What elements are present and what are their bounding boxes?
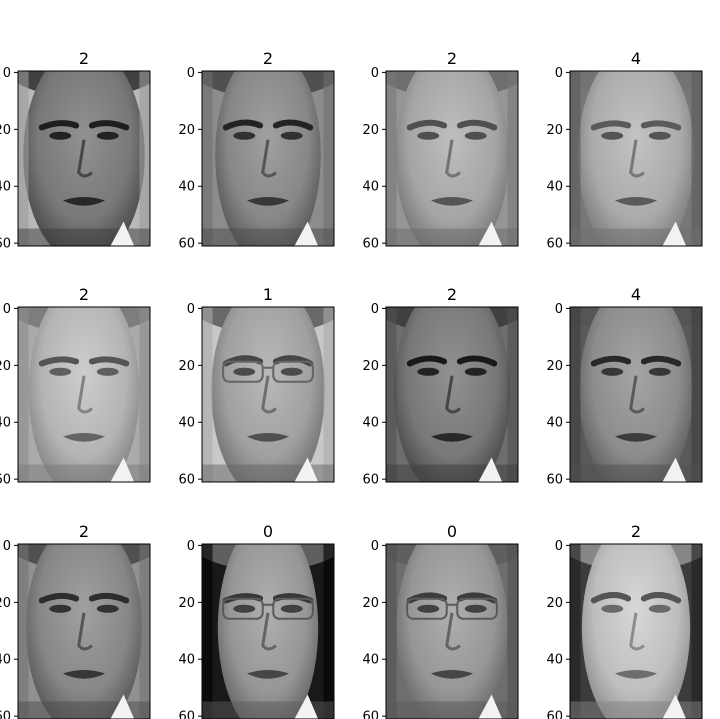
face-panel: 1 0 20 40 60 — [178, 285, 335, 488]
face-image — [386, 71, 518, 246]
face-image — [386, 307, 518, 482]
face-panel: 0 0 20 40 60 — [362, 522, 519, 719]
y-tick-label: 60 — [362, 710, 379, 719]
y-tick-label: 40 — [0, 180, 11, 195]
y-tick-label: 40 — [178, 416, 195, 431]
panel-title: 2 — [79, 49, 89, 68]
y-tick-label: 0 — [3, 302, 11, 317]
y-tick-label: 60 — [178, 473, 195, 488]
axes-frame — [17, 70, 151, 247]
y-tick-label: 60 — [546, 710, 563, 719]
face-image — [570, 544, 702, 719]
panel-title: 0 — [447, 522, 457, 541]
axes-frame — [201, 543, 335, 719]
panel-title: 4 — [631, 285, 641, 304]
y-tick-label: 60 — [362, 473, 379, 488]
y-tick-label: 40 — [546, 416, 563, 431]
y-tick-label: 0 — [555, 66, 563, 81]
panel-title: 2 — [79, 285, 89, 304]
y-tick-label: 20 — [0, 596, 11, 611]
panel-title: 2 — [447, 285, 457, 304]
y-tick-label: 0 — [555, 539, 563, 554]
face-panel: 0 0 20 40 60 — [178, 522, 335, 719]
y-tick-label: 40 — [362, 180, 379, 195]
y-tick-label: 60 — [0, 710, 11, 719]
y-tick-label: 0 — [371, 539, 379, 554]
y-tick-label: 0 — [371, 66, 379, 81]
axes-frame — [201, 70, 335, 247]
axes-frame — [385, 70, 519, 247]
y-tick-label: 20 — [546, 123, 563, 138]
y-tick-label: 60 — [546, 237, 563, 252]
y-tick-label: 20 — [362, 123, 379, 138]
y-tick-label: 20 — [0, 359, 11, 374]
y-tick-label: 40 — [178, 653, 195, 668]
face-image — [18, 544, 150, 719]
y-tick-label: 60 — [546, 473, 563, 488]
axes-frame — [385, 543, 519, 719]
axes-frame — [385, 306, 519, 483]
axes-frame — [569, 306, 703, 483]
y-tick-label: 60 — [0, 473, 11, 488]
face-image — [202, 544, 334, 719]
face-image — [386, 544, 518, 719]
axes-frame — [17, 306, 151, 483]
y-tick-label: 60 — [178, 237, 195, 252]
y-tick-label: 20 — [362, 596, 379, 611]
face-image — [202, 307, 334, 482]
panel-title: 2 — [447, 49, 457, 68]
y-tick-label: 20 — [178, 359, 195, 374]
panel-title: 1 — [263, 285, 273, 304]
y-tick-label: 40 — [362, 653, 379, 668]
face-image — [202, 71, 334, 246]
y-tick-label: 40 — [178, 180, 195, 195]
axes-frame — [201, 306, 335, 483]
y-tick-label: 0 — [187, 539, 195, 554]
y-tick-label: 60 — [178, 710, 195, 719]
y-tick-label: 40 — [0, 653, 11, 668]
face-image — [18, 71, 150, 246]
y-tick-label: 20 — [178, 123, 195, 138]
panel-title: 2 — [79, 522, 89, 541]
axes-frame — [17, 543, 151, 719]
y-tick-label: 40 — [546, 653, 563, 668]
y-tick-label: 20 — [0, 123, 11, 138]
y-tick-label: 40 — [546, 180, 563, 195]
face-image — [18, 307, 150, 482]
y-tick-label: 20 — [546, 596, 563, 611]
face-image — [570, 71, 702, 246]
panel-title: 2 — [631, 522, 641, 541]
y-tick-label: 0 — [371, 302, 379, 317]
y-tick-label: 0 — [187, 302, 195, 317]
axes-frame — [569, 70, 703, 247]
y-tick-label: 40 — [0, 416, 11, 431]
y-tick-label: 20 — [546, 359, 563, 374]
panel-title: 2 — [263, 49, 273, 68]
y-tick-label: 60 — [362, 237, 379, 252]
panel-title: 4 — [631, 49, 641, 68]
y-tick-label: 20 — [178, 596, 195, 611]
y-tick-label: 40 — [362, 416, 379, 431]
face-image — [570, 307, 702, 482]
y-tick-label: 0 — [3, 66, 11, 81]
y-tick-label: 60 — [0, 237, 11, 252]
panel-title: 0 — [263, 522, 273, 541]
y-tick-label: 20 — [362, 359, 379, 374]
y-tick-label: 0 — [3, 539, 11, 554]
axes-frame — [569, 543, 703, 719]
y-tick-label: 0 — [187, 66, 195, 81]
y-tick-label: 0 — [555, 302, 563, 317]
